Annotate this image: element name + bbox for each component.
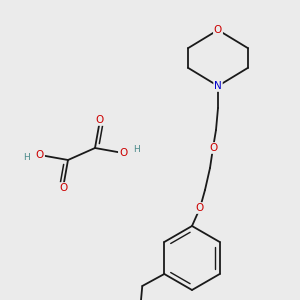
Text: N: N — [214, 81, 222, 91]
Text: O: O — [59, 183, 67, 193]
Text: H: H — [22, 154, 29, 163]
Text: O: O — [214, 25, 222, 35]
Text: O: O — [96, 115, 104, 125]
Text: H: H — [134, 146, 140, 154]
Text: O: O — [36, 150, 44, 160]
Text: O: O — [119, 148, 127, 158]
Text: O: O — [196, 203, 204, 213]
Text: O: O — [209, 143, 217, 153]
